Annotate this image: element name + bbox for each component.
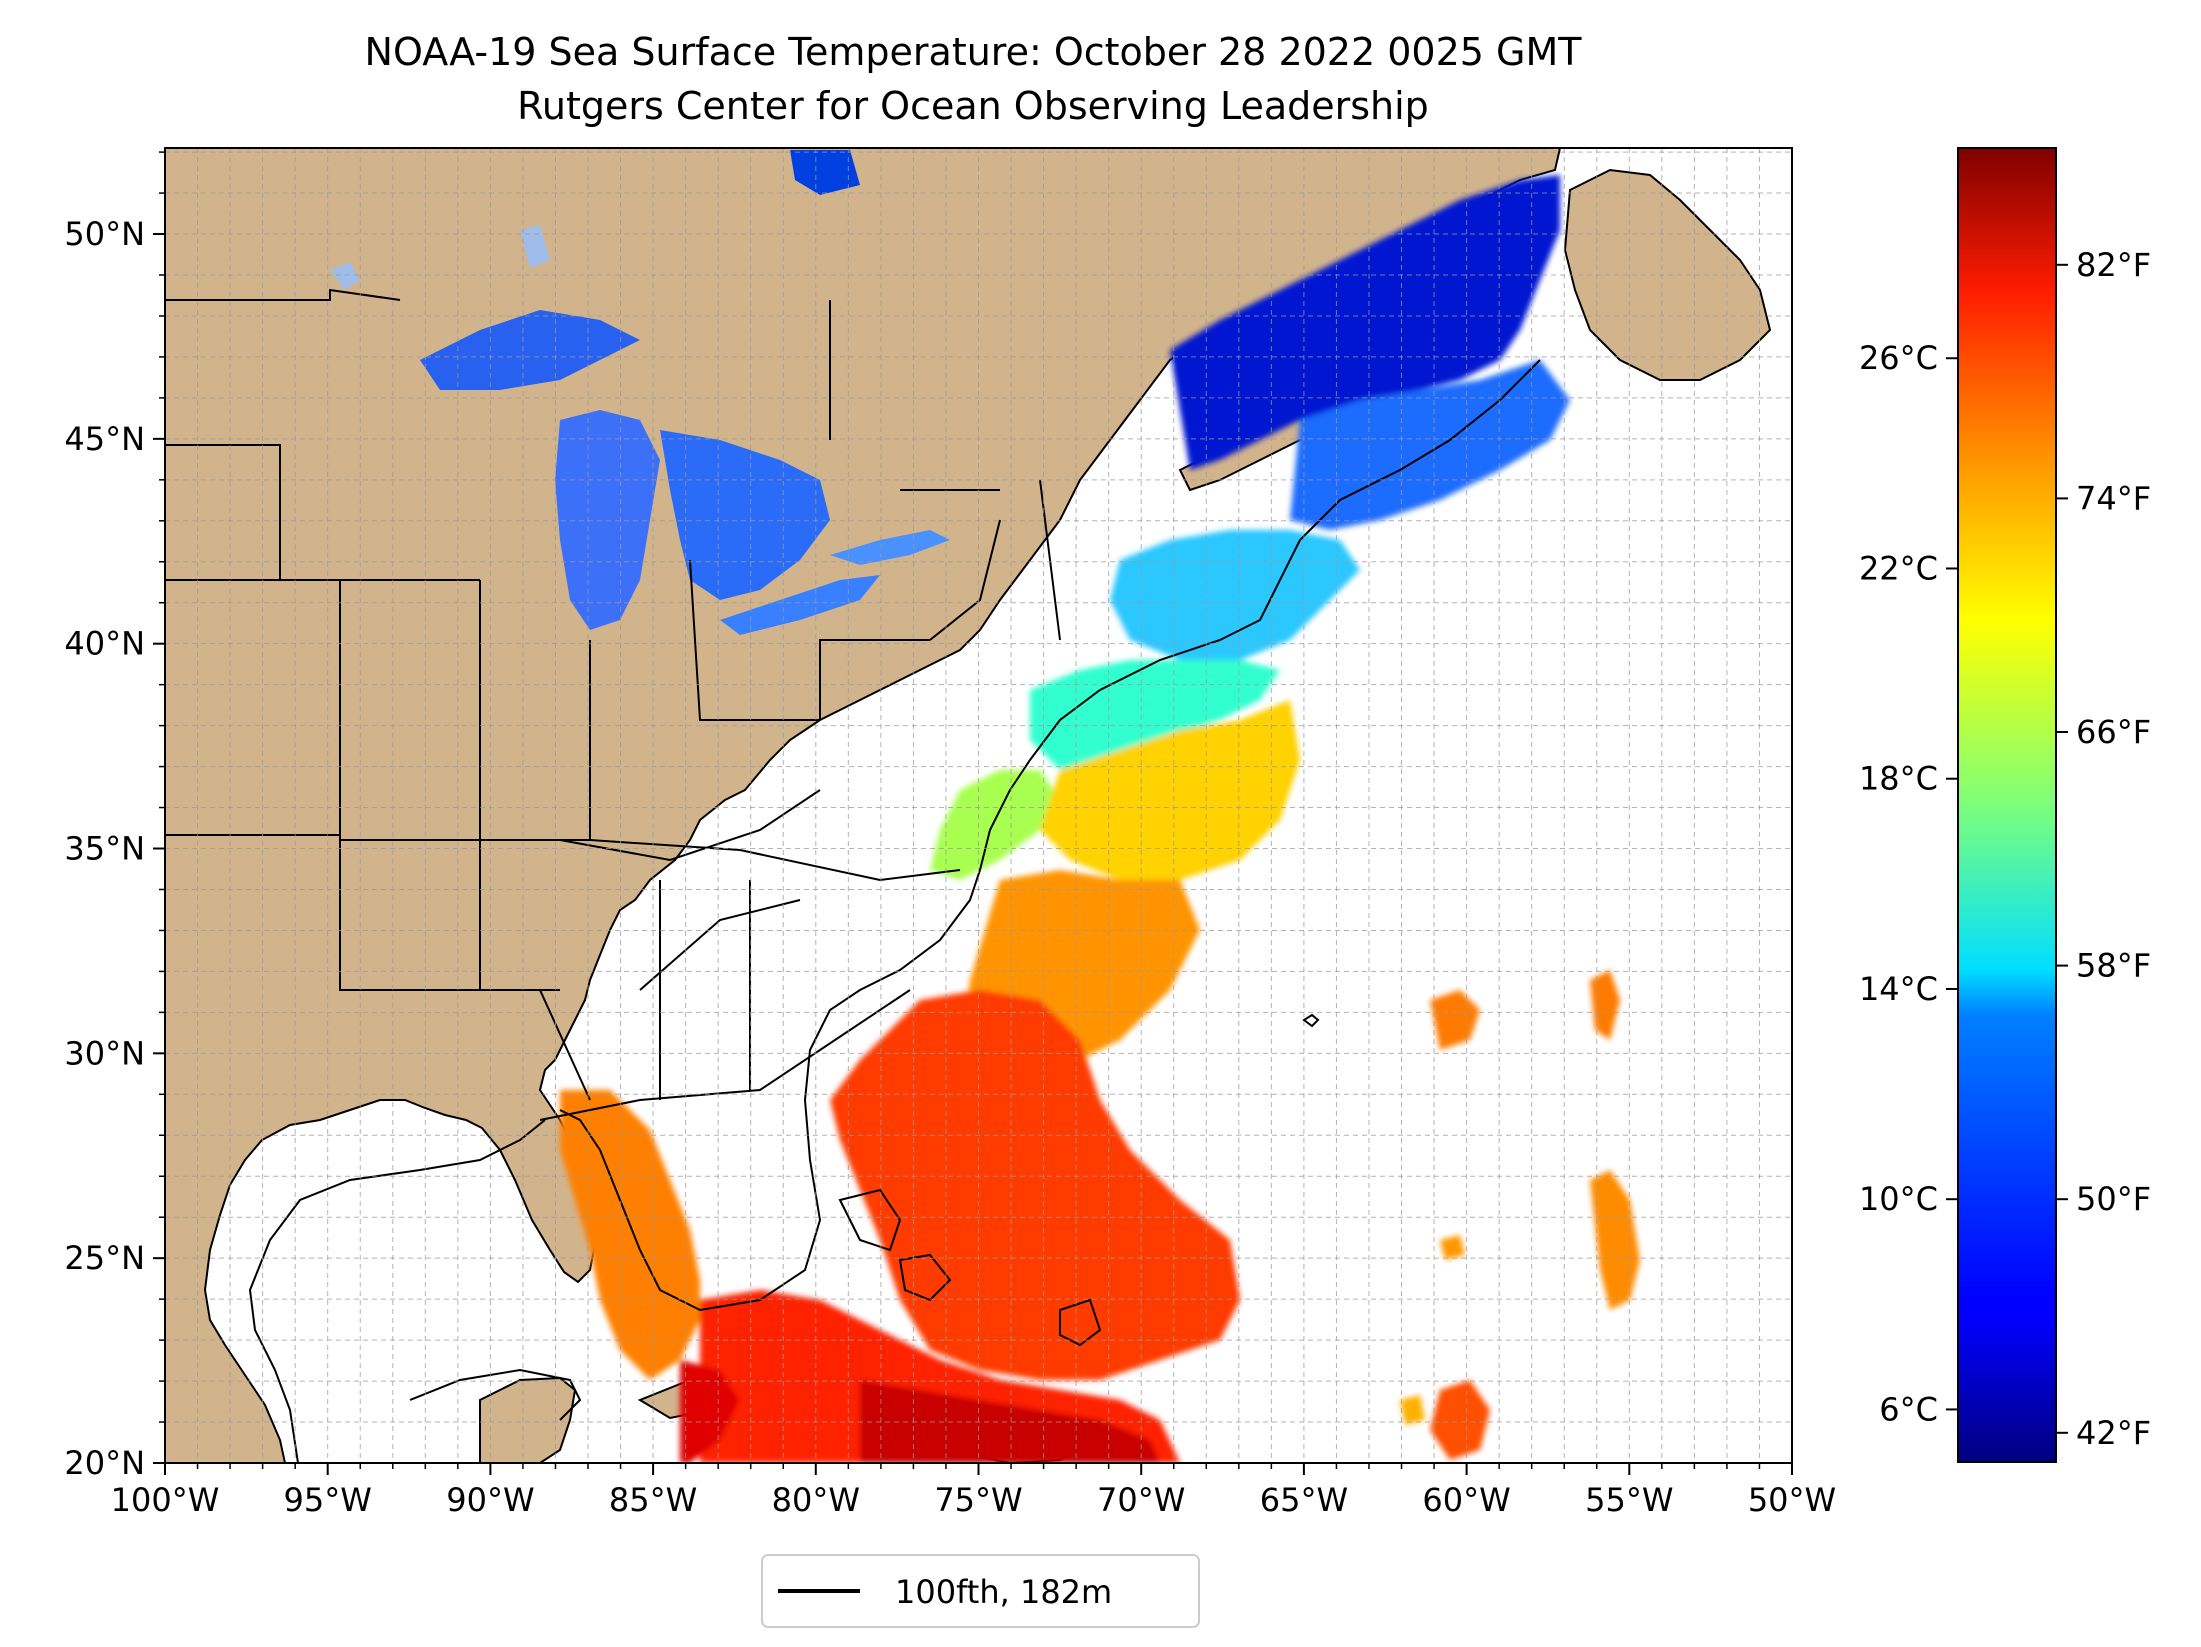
x-tick-label: 100°W <box>111 1481 220 1519</box>
colorbar-fahrenheit-axis: 42°F 50°F 58°F 66°F 74°F 82°F <box>2056 246 2151 1452</box>
x-tick-label: 55°W <box>1585 1481 1673 1519</box>
y-tick-label: 45°N <box>64 420 145 458</box>
legend: 100fth, 182m <box>761 1554 1200 1628</box>
state-borders <box>165 288 1061 1121</box>
x-tick-label: 80°W <box>772 1481 860 1519</box>
x-tick-label: 75°W <box>934 1481 1022 1519</box>
isobath-bahamas <box>838 1188 1102 1347</box>
colorbar-gradient <box>1957 147 2057 1463</box>
celsius-tick-label: 18°C <box>1859 760 1938 798</box>
y-tick-label: 20°N <box>64 1444 145 1482</box>
land-bermuda <box>1302 1013 1320 1028</box>
isobath-campeche <box>409 1368 582 1421</box>
map-title: NOAA-19 Sea Surface Temperature: October… <box>364 30 1582 74</box>
colorbar-celsius-axis: 6°C 10°C 14°C 18°C 22°C 26°C <box>1859 339 1958 1428</box>
colorbar: 6°C 10°C 14°C 18°C 22°C 26°C 42°F 50°F 58°F 66°F… <box>1859 147 2151 1463</box>
fahrenheit-tick-label: 42°F <box>2076 1414 2151 1452</box>
x-tick-label: 70°W <box>1097 1481 1185 1519</box>
fahrenheit-tick-label: 82°F <box>2076 246 2151 284</box>
y-tick-label: 35°N <box>64 830 145 868</box>
map-subtitle: Rutgers Center for Ocean Observing Leade… <box>517 84 1429 128</box>
celsius-tick-label: 6°C <box>1879 1390 1938 1428</box>
legend-label: 100fth, 182m <box>895 1573 1112 1611</box>
celsius-tick-label: 14°C <box>1859 970 1938 1008</box>
land-north-america <box>165 148 1562 1463</box>
x-tick-label: 85°W <box>609 1481 697 1519</box>
y-axis: 20°N 25°N 30°N 35°N 40°N 45°N 50°N <box>64 151 165 1482</box>
land-newfoundland <box>1563 168 1772 381</box>
x-tick-label: 90°W <box>446 1481 534 1519</box>
sst-field <box>560 175 1640 1463</box>
land-yucatan <box>479 1376 577 1463</box>
celsius-tick-label: 10°C <box>1859 1180 1938 1218</box>
isobath-100fth <box>248 359 1541 1463</box>
great-lakes <box>330 150 950 635</box>
x-tick-label: 95°W <box>284 1481 372 1519</box>
x-tick-label: 50°W <box>1748 1481 1836 1519</box>
celsius-tick-label: 26°C <box>1859 339 1938 377</box>
y-tick-label: 40°N <box>64 625 145 663</box>
x-axis: 100°W 95°W 90°W 85°W 80°W 75°W 70°W 65°W 60°W 55°… <box>111 1463 1836 1519</box>
fahrenheit-tick-label: 66°F <box>2076 713 2151 751</box>
x-tick-label: 60°W <box>1422 1481 1510 1519</box>
x-tick-label: 65°W <box>1260 1481 1348 1519</box>
y-tick-label: 25°N <box>64 1239 145 1277</box>
y-tick-label: 50°N <box>64 215 145 253</box>
fahrenheit-tick-label: 50°F <box>2076 1180 2151 1218</box>
fahrenheit-tick-label: 58°F <box>2076 947 2151 985</box>
celsius-tick-label: 22°C <box>1859 549 1938 587</box>
graticule <box>165 148 1792 1463</box>
legend-box <box>761 1554 1200 1628</box>
fahrenheit-tick-label: 74°F <box>2076 479 2151 517</box>
y-tick-label: 30°N <box>64 1034 145 1072</box>
